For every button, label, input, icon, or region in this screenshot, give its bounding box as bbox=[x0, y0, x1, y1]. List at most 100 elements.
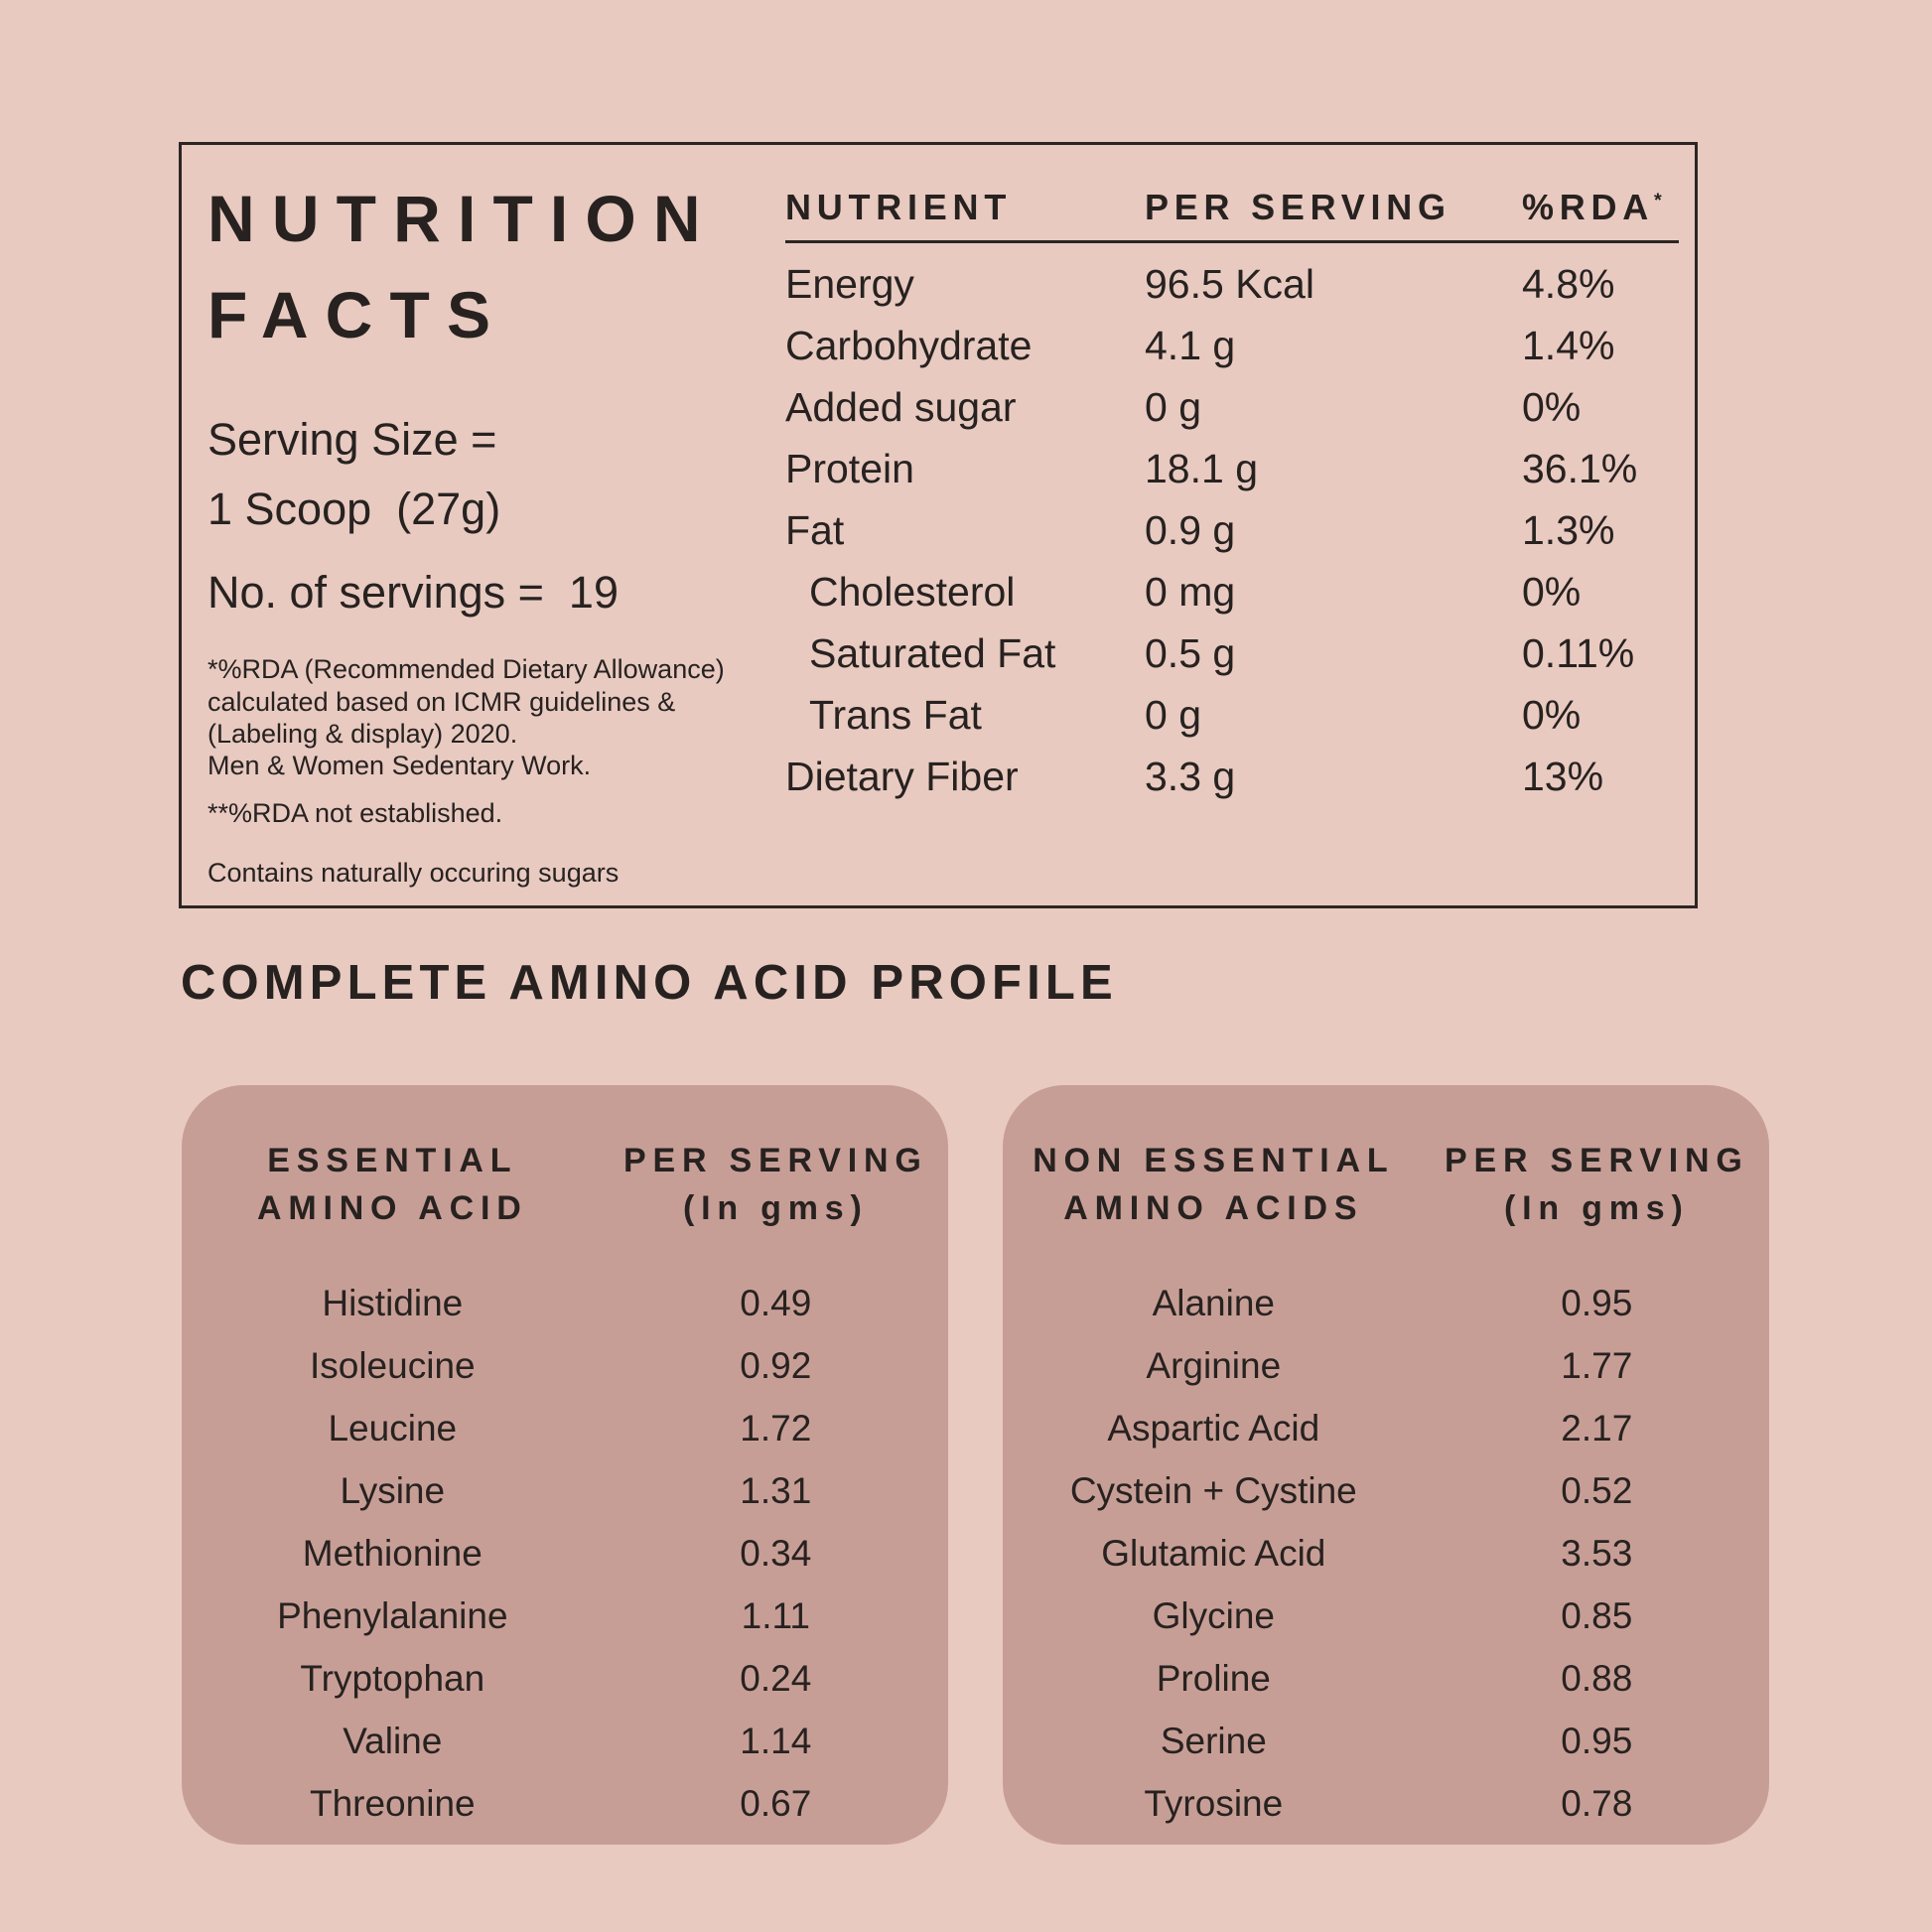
header-divider bbox=[785, 240, 1679, 243]
amino-name: Glycine bbox=[1152, 1595, 1275, 1637]
list-item: Threonine 0.67 bbox=[182, 1773, 948, 1836]
nutrition-facts-box: NUTRITION FACTS Serving Size = 1 Scoop (… bbox=[179, 142, 1698, 908]
nutrient-label: Fat bbox=[785, 506, 845, 553]
amino-name: Leucine bbox=[328, 1408, 458, 1449]
list-item: Valine 1.14 bbox=[182, 1711, 948, 1773]
nutrient-value: 4.1 g bbox=[1145, 322, 1236, 368]
nutrient-value: 0 g bbox=[1145, 383, 1201, 430]
table-row: Fat 0.9 g 1.3% bbox=[785, 499, 1681, 561]
facts-left-column: NUTRITION FACTS Serving Size = 1 Scoop (… bbox=[207, 145, 803, 890]
list-item: Arginine 1.77 bbox=[1003, 1335, 1769, 1398]
amino-name: Tyrosine bbox=[1144, 1783, 1284, 1825]
essential-amino-panel: ESSENTIAL AMINO ACID PER SERVING (In gms… bbox=[182, 1085, 948, 1845]
list-item: Phenylalanine 1.11 bbox=[182, 1586, 948, 1648]
essential-header-value-col: PER SERVING (In gms) bbox=[604, 1137, 948, 1233]
amino-value: 0.24 bbox=[740, 1658, 812, 1700]
list-item: Glutamic Acid 3.53 bbox=[1003, 1523, 1769, 1586]
amino-name: Tryptophan bbox=[300, 1658, 485, 1700]
footnote-sugars: Contains naturally occuring sugars bbox=[207, 858, 620, 889]
list-item: Histidine 0.49 bbox=[182, 1273, 948, 1335]
amino-value: 0.34 bbox=[740, 1533, 812, 1575]
amino-profile-heading: COMPLETE AMINO ACID PROFILE bbox=[181, 956, 1118, 1010]
nutrient-label: Trans Fat bbox=[809, 691, 982, 738]
amino-value: 1.31 bbox=[740, 1470, 812, 1512]
servings-count: No. of servings = 19 bbox=[207, 566, 619, 618]
footnote-rda-line2: calculated based on ICMR guidelines & bbox=[207, 686, 676, 717]
amino-value: 0.52 bbox=[1561, 1470, 1633, 1512]
table-row-indented: Saturated Fat 0.5 g 0.11% bbox=[785, 622, 1681, 684]
table-row-indented: Cholesterol 0 mg 0% bbox=[785, 561, 1681, 622]
amino-name: Glutamic Acid bbox=[1101, 1533, 1326, 1575]
essential-per-serving-line2: (In gms) bbox=[682, 1189, 869, 1228]
amino-value: 1.77 bbox=[1561, 1345, 1633, 1387]
facts-title: NUTRITION FACTS bbox=[207, 171, 803, 363]
nutrient-label: Energy bbox=[785, 260, 914, 307]
nutrient-label: Saturated Fat bbox=[809, 629, 1056, 676]
nutrient-rda: 36.1% bbox=[1522, 445, 1638, 491]
non-essential-per-serving-line1: PER SERVING bbox=[1445, 1142, 1749, 1179]
essential-rows: Histidine 0.49 Isoleucine 0.92 Leucine 1… bbox=[182, 1273, 948, 1836]
list-item: Isoleucine 0.92 bbox=[182, 1335, 948, 1398]
table-row: Energy 96.5 Kcal 4.8% bbox=[785, 253, 1681, 315]
amino-name: Aspartic Acid bbox=[1107, 1408, 1320, 1449]
essential-per-serving-line1: PER SERVING bbox=[623, 1142, 928, 1179]
amino-name: Cystein + Cystine bbox=[1069, 1470, 1357, 1512]
amino-name: Threonine bbox=[309, 1783, 476, 1825]
nutrient-table-header: NUTRIENT PER SERVING %RDA* bbox=[785, 187, 1681, 228]
amino-value: 0.49 bbox=[740, 1283, 812, 1324]
table-row: Dietary Fiber 3.3 g 13% bbox=[785, 746, 1681, 807]
nutrient-value: 0.9 g bbox=[1145, 506, 1236, 553]
nutrient-value: 96.5 Kcal bbox=[1145, 260, 1314, 307]
nutrient-label: Added sugar bbox=[785, 383, 1017, 430]
header-rda: %RDA* bbox=[1522, 187, 1681, 228]
footnote-rda-line3: (Labeling & display) 2020. bbox=[207, 719, 518, 750]
footnote-rda-line1: *%RDA (Recommended Dietary Allowance) bbox=[207, 654, 725, 685]
table-row-indented: Trans Fat 0 g 0% bbox=[785, 684, 1681, 746]
serving-size-label: Serving Size = bbox=[207, 414, 497, 466]
facts-title-line1: NUTRITION bbox=[207, 182, 718, 255]
amino-value: 0.95 bbox=[1561, 1721, 1633, 1762]
facts-title-line2: FACTS bbox=[207, 278, 508, 352]
amino-value: 0.88 bbox=[1561, 1658, 1633, 1700]
serving-info: Serving Size = 1 Scoop (27g) No. of serv… bbox=[207, 405, 803, 626]
amino-name: Methionine bbox=[302, 1533, 483, 1575]
amino-value: 1.72 bbox=[740, 1408, 812, 1449]
list-item: Alanine 0.95 bbox=[1003, 1273, 1769, 1335]
list-item: Cystein + Cystine 0.52 bbox=[1003, 1460, 1769, 1523]
nutrient-value: 0 mg bbox=[1145, 568, 1236, 615]
header-rda-text: %RDA bbox=[1522, 187, 1655, 227]
non-essential-per-serving-line2: (In gms) bbox=[1503, 1189, 1690, 1228]
non-essential-header-name-col: NON ESSENTIAL AMINO ACIDS bbox=[1003, 1137, 1425, 1233]
serving-size-value: 1 Scoop (27g) bbox=[207, 483, 501, 534]
footnote-rda-line4: Men & Women Sedentary Work. bbox=[207, 751, 592, 781]
amino-name: Proline bbox=[1156, 1658, 1271, 1700]
footnote-not-established: **%RDA not established. bbox=[207, 797, 503, 828]
non-essential-header-line1: NON ESSENTIAL bbox=[1033, 1142, 1395, 1179]
nutrient-rda: 0% bbox=[1522, 691, 1582, 738]
non-essential-panel-header: NON ESSENTIAL AMINO ACIDS PER SERVING (I… bbox=[1003, 1137, 1769, 1233]
nutrient-value: 0 g bbox=[1145, 691, 1201, 738]
amino-name: Isoleucine bbox=[309, 1345, 476, 1387]
amino-name: Phenylalanine bbox=[277, 1595, 508, 1637]
list-item: Glycine 0.85 bbox=[1003, 1586, 1769, 1648]
essential-header-line1: ESSENTIAL bbox=[267, 1142, 518, 1179]
nutrient-rda: 0% bbox=[1522, 568, 1582, 615]
non-essential-amino-panel: NON ESSENTIAL AMINO ACIDS PER SERVING (I… bbox=[1003, 1085, 1769, 1845]
nutrient-rda: 13% bbox=[1522, 753, 1604, 799]
list-item: Tyrosine 0.78 bbox=[1003, 1773, 1769, 1836]
non-essential-header-line2: AMINO ACIDS bbox=[1063, 1189, 1364, 1228]
list-item: Serine 0.95 bbox=[1003, 1711, 1769, 1773]
essential-header-name-col: ESSENTIAL AMINO ACID bbox=[182, 1137, 604, 1233]
essential-header-line2: AMINO ACID bbox=[256, 1189, 528, 1228]
nutrient-rda: 1.3% bbox=[1522, 506, 1615, 553]
nutrient-label: Cholesterol bbox=[809, 568, 1016, 615]
amino-name: Lysine bbox=[340, 1470, 446, 1512]
amino-name: Serine bbox=[1160, 1721, 1267, 1762]
header-per-serving: PER SERVING bbox=[1145, 187, 1451, 227]
essential-panel-header: ESSENTIAL AMINO ACID PER SERVING (In gms… bbox=[182, 1137, 948, 1233]
nutrient-value: 18.1 g bbox=[1145, 445, 1258, 491]
amino-value: 2.17 bbox=[1561, 1408, 1633, 1449]
table-row: Carbohydrate 4.1 g 1.4% bbox=[785, 315, 1681, 376]
list-item: Proline 0.88 bbox=[1003, 1648, 1769, 1711]
header-rda-asterisk: * bbox=[1654, 190, 1668, 211]
